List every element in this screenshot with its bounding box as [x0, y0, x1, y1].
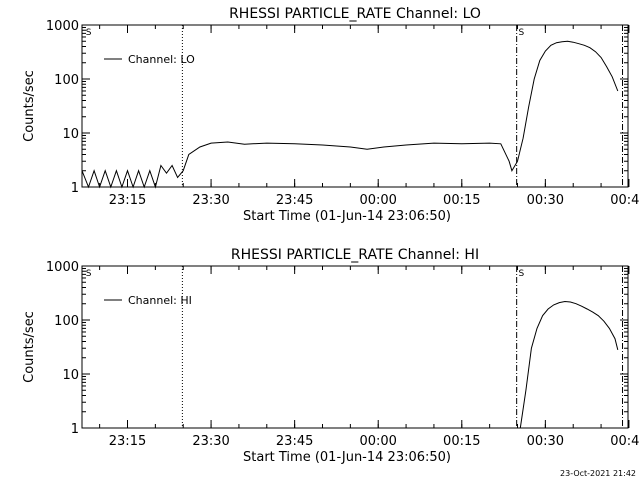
- y-tick-label: 1: [71, 422, 79, 437]
- legend-entry: Channel: HI: [128, 294, 192, 307]
- marker-label: S: [519, 28, 525, 38]
- series-line: [81, 40, 619, 189]
- x-tick-label: 00:00: [359, 434, 396, 449]
- y-tick-label: 100: [54, 73, 79, 88]
- x-tick-label: 23:45: [276, 193, 313, 208]
- x-axis-label: Start Time (01-Jun-14 23:06:50): [243, 209, 451, 224]
- marker-label: S: [519, 269, 525, 279]
- x-tick-label: 23:15: [109, 193, 146, 208]
- series-line: [519, 300, 619, 429]
- x-tick-label: 00:15: [443, 193, 480, 208]
- y-tick-label: 1000: [46, 260, 79, 275]
- x-tick-label: 23:30: [192, 193, 229, 208]
- chart-title: RHESSI PARTICLE_RATE Channel: LO: [229, 6, 481, 22]
- x-tick-label: 00:45: [610, 193, 640, 208]
- plot-frame: [81, 24, 629, 188]
- y-axis-label: Counts/sec: [22, 70, 37, 142]
- y-tick-label: 10: [62, 127, 79, 142]
- footer-timestamp: 23-Oct-2021 21:42: [560, 469, 636, 478]
- y-tick-label: 100: [54, 314, 79, 329]
- marker-label: S: [86, 28, 92, 38]
- y-tick-label: 10: [62, 368, 79, 383]
- x-tick-label: 00:00: [359, 193, 396, 208]
- x-axis-label: Start Time (01-Jun-14 23:06:50): [243, 450, 451, 465]
- x-tick-label: 00:30: [527, 193, 564, 208]
- y-tick-label: 1000: [46, 19, 79, 34]
- y-axis-label: Counts/sec: [22, 311, 37, 383]
- x-tick-label: 00:45: [610, 434, 640, 449]
- x-tick-label: 23:30: [192, 434, 229, 449]
- x-tick-label: 23:45: [276, 434, 313, 449]
- legend-entry: Channel: LO: [128, 53, 195, 66]
- x-tick-label: 00:15: [443, 434, 480, 449]
- marker-label: S: [86, 269, 92, 279]
- x-tick-label: 23:15: [109, 434, 146, 449]
- y-tick-label: 1: [71, 181, 79, 196]
- chart-title: RHESSI PARTICLE_RATE Channel: HI: [231, 247, 479, 263]
- x-tick-label: 00:30: [527, 434, 564, 449]
- plot-frame: [81, 265, 629, 429]
